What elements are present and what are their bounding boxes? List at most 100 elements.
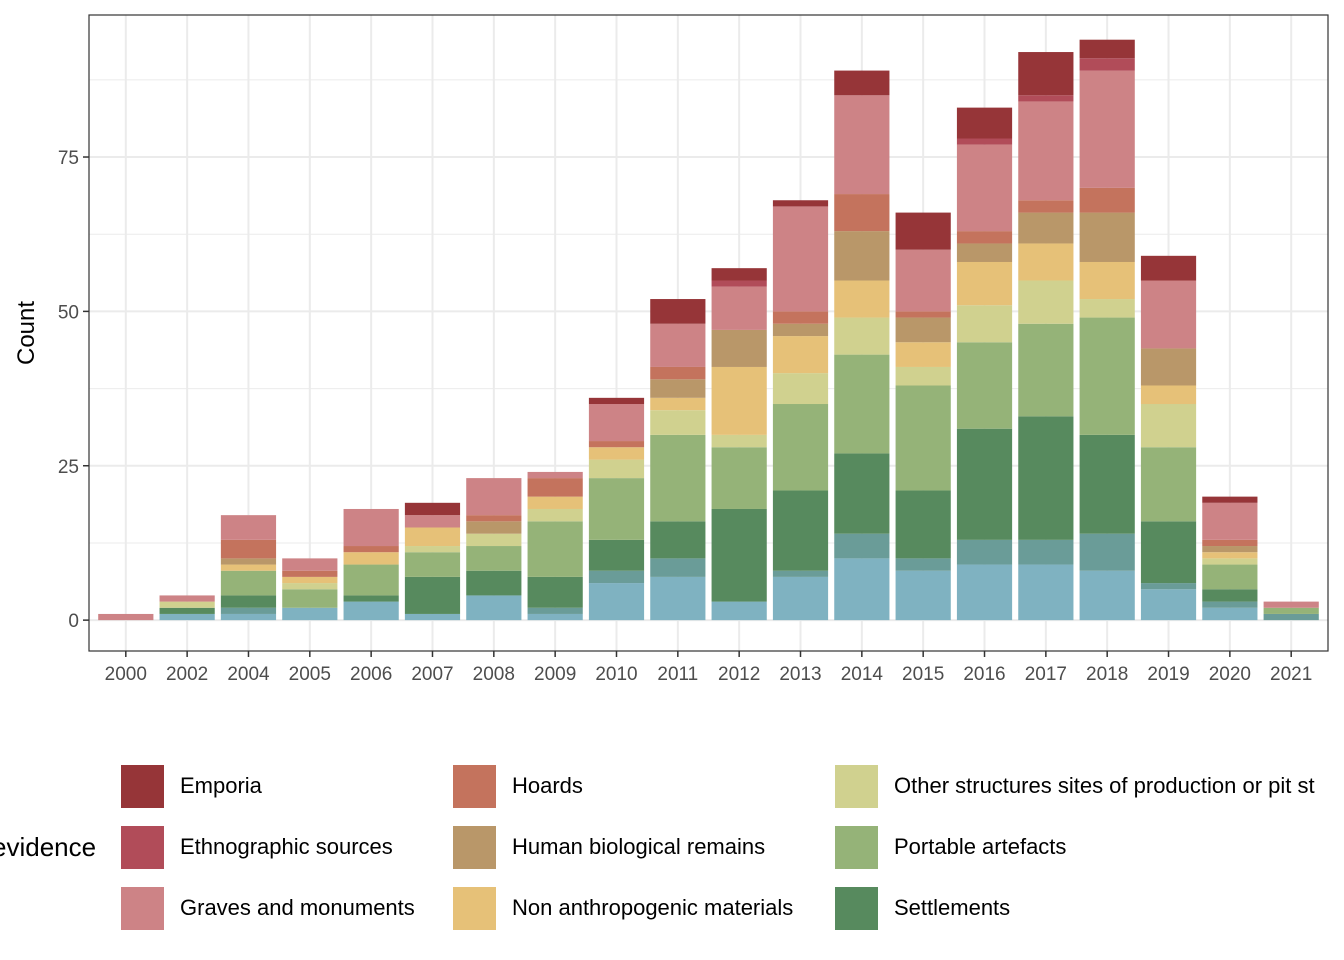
bar-segment-2004-portable-artefacts (220, 570, 277, 596)
bar-segment-2010-graves-and-monuments (588, 404, 645, 442)
legend-key (835, 825, 878, 869)
legend-label: Other structures sites of production or … (894, 773, 1315, 798)
bar-segment-2020-non-anthropogenic-materials (1202, 552, 1258, 559)
bar-segment-2008-human-biological-remains (466, 521, 522, 534)
bar-segment-2009-settlements (527, 576, 583, 608)
bar-segment-2017-series-0 (1018, 564, 1074, 621)
bar-segment-2006-settlements (343, 595, 399, 602)
bar-segment-2011-series-1 (650, 558, 706, 577)
legend-item: Non anthropogenic materials (453, 886, 793, 930)
legend-label: Emporia (180, 773, 262, 798)
legend-item: Ethnographic sources (121, 825, 393, 869)
bar-segment-2004-settlements (220, 595, 277, 608)
bar-segment-2015-emporia (895, 212, 951, 250)
bar-segment-2009-hoards (527, 478, 583, 497)
x-tick-label: 2000 (105, 664, 147, 685)
x-tick-label: 2007 (411, 664, 453, 685)
legend-item: Hoards (453, 764, 583, 808)
x-tick-label: 2019 (1147, 664, 1189, 685)
x-tick-label: 2016 (963, 664, 1005, 685)
bar-segment-2011-hoards (650, 366, 706, 380)
x-tick-label: 2002 (166, 664, 208, 685)
bar-segment-2013-hoards (772, 311, 829, 324)
bar-segment-2014-human-biological-remains (834, 231, 890, 281)
bar-segment-2002-series-0 (159, 613, 215, 621)
bar-segment-2004-graves-and-monuments (220, 515, 277, 540)
bar-segment-2013-series-1 (772, 570, 829, 577)
x-tick-label: 2004 (227, 664, 270, 685)
bar-segment-2007-other-structures-sites-of-production-or-pit-st (404, 546, 461, 553)
bar-segment-2007-settlements (404, 576, 461, 614)
bar-segment-2014-settlements (834, 453, 890, 534)
legend-label: Ethnographic sources (180, 834, 393, 859)
bar-segment-2002-settlements (159, 607, 215, 614)
bar-segment-2013-other-structures-sites-of-production-or-pit-st (772, 373, 829, 405)
bar-segment-2019-graves-and-monuments (1140, 280, 1197, 349)
bar-segment-2013-emporia (772, 200, 829, 207)
bar-segment-2018-settlements (1079, 434, 1135, 534)
bar-segment-2011-settlements (650, 521, 706, 559)
bar-segment-2016-graves-and-monuments (956, 144, 1013, 232)
bar-segment-2018-series-1 (1079, 533, 1135, 571)
bar-segment-2010-other-structures-sites-of-production-or-pit-st (588, 459, 645, 479)
bar-segment-2015-hoards (895, 311, 951, 318)
bar-segment-2006-graves-and-monuments (343, 508, 399, 547)
bar-segment-2020-graves-and-monuments (1202, 502, 1258, 540)
bar-segment-2010-series-1 (588, 570, 645, 584)
stacked-bar-chart: 0 25 50 75 2000 2002 2004 2005 2006 2007 2008 2009… (13, 14, 1329, 685)
bar-segment-2020-emporia (1202, 496, 1258, 503)
bar-segment-2019-emporia (1140, 255, 1197, 281)
bar-segment-2011-portable-artefacts (650, 434, 706, 522)
legend-label: Portable artefacts (894, 834, 1067, 859)
legend-key (453, 886, 496, 930)
bar-segment-2020-settlements (1202, 589, 1258, 602)
bar-segment-2018-non-anthropogenic-materials (1079, 261, 1135, 300)
bar-segment-2011-graves-and-monuments (650, 323, 706, 367)
bar-segment-2012-emporia (711, 268, 767, 281)
legend-key (835, 764, 878, 808)
x-tick-label: 2012 (718, 664, 760, 685)
bar-segment-2006-series-0 (343, 601, 399, 621)
bar-segment-2017-other-structures-sites-of-production-or-pit-st (1018, 280, 1074, 324)
bar-segment-2008-other-structures-sites-of-production-or-pit-st (466, 533, 522, 547)
y-tick-label: 0 (68, 611, 79, 632)
bar-segment-2017-portable-artefacts (1018, 323, 1074, 417)
bar-segment-2005-hoards (282, 570, 338, 577)
bar-segment-2013-human-biological-remains (772, 323, 829, 337)
legend-item: Other structures sites of production or … (835, 764, 1315, 808)
bar-segment-2012-settlements (711, 508, 767, 602)
bar-segment-2015-non-anthropogenic-materials (895, 342, 951, 367)
bars (98, 39, 1319, 621)
bar-segment-2016-emporia (956, 107, 1013, 139)
bar-segment-2016-portable-artefacts (956, 342, 1013, 429)
bar-segment-2011-series-0 (650, 576, 706, 621)
x-tick-label: 2006 (350, 664, 392, 685)
bar-segment-2012-other-structures-sites-of-production-or-pit-st (711, 434, 767, 448)
bar-segment-2012-human-biological-remains (711, 329, 767, 367)
legend: evidence Emporia Ethnographic sources Grav… (0, 760, 1344, 940)
y-axis: 0 25 50 75 (58, 148, 89, 632)
legend-key (121, 825, 164, 869)
y-tick-label: 50 (58, 302, 79, 323)
bar-segment-2006-hoards (343, 546, 399, 553)
bar-segment-2017-human-biological-remains (1018, 212, 1074, 244)
bar-segment-2019-settlements (1140, 521, 1197, 584)
x-tick-label: 2018 (1086, 664, 1128, 685)
bar-segment-2009-non-anthropogenic-materials (527, 496, 583, 509)
bar-segment-2015-series-0 (895, 570, 951, 621)
bar-segment-2016-human-biological-remains (956, 243, 1013, 262)
bar-segment-2020-hoards (1202, 539, 1258, 547)
bar-segment-2004-series-0 (220, 613, 277, 621)
bar-segment-2002-graves-and-monuments (159, 595, 215, 602)
bar-segment-2005-graves-and-monuments (282, 558, 338, 571)
legend-label: Settlements (894, 895, 1011, 920)
bar-segment-2020-human-biological-remains (1202, 546, 1258, 553)
bar-segment-2010-portable-artefacts (588, 478, 645, 540)
bar-segment-2014-series-0 (834, 558, 890, 621)
x-tick-label: 2010 (595, 664, 637, 685)
bar-segment-2018-ethnographic-sources (1079, 58, 1135, 71)
bar-segment-2010-hoards (588, 441, 645, 448)
bar-segment-2017-hoards (1018, 200, 1074, 213)
x-tick-label: 2013 (779, 664, 821, 685)
bar-segment-2002-other-structures-sites-of-production-or-pit-st (159, 601, 215, 608)
